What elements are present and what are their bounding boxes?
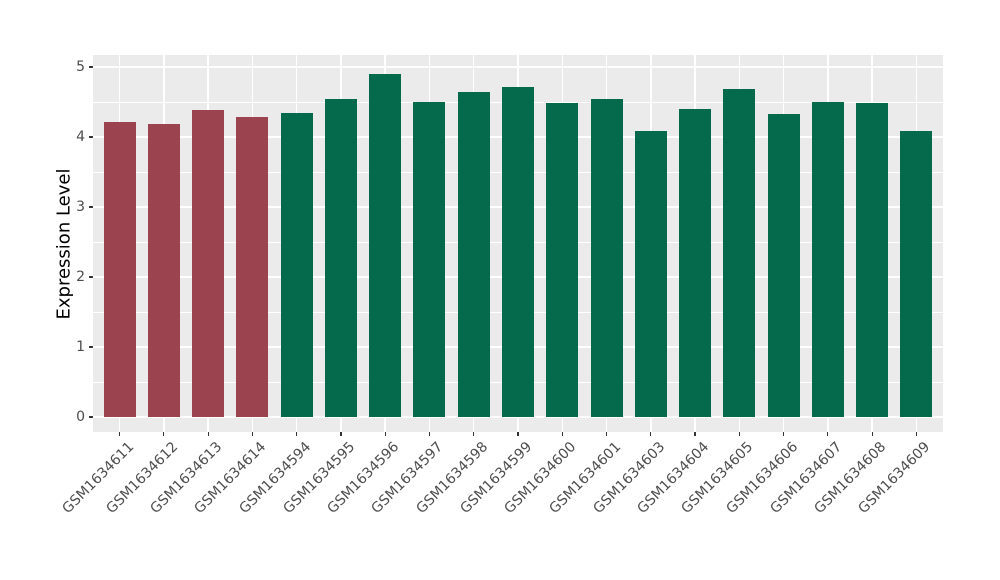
y-tick (89, 136, 93, 138)
x-tick (694, 432, 696, 436)
bar (369, 74, 402, 417)
x-tick (340, 432, 342, 436)
bar (457, 91, 490, 417)
y-axis-title: Expression Level (53, 168, 75, 320)
bar (502, 87, 534, 417)
y-tick-label: 3 (76, 198, 85, 215)
x-tick (428, 432, 431, 436)
bar (900, 131, 933, 417)
x-tick (738, 432, 740, 436)
bar (103, 122, 136, 417)
x-tick (251, 432, 253, 436)
y-tick-label: 5 (76, 58, 85, 75)
bar (546, 102, 579, 417)
y-tick (89, 346, 93, 348)
x-tick (296, 432, 298, 436)
y-tick (89, 66, 93, 68)
bar (723, 88, 756, 417)
x-tick (163, 432, 165, 436)
bar (856, 102, 889, 417)
x-tick (650, 432, 652, 436)
bar (634, 131, 667, 417)
bar (679, 109, 712, 417)
y-tick-label: 1 (76, 338, 85, 355)
x-tick (384, 432, 386, 436)
y-tick-label: 4 (76, 128, 85, 145)
bar (767, 113, 800, 417)
bar (811, 102, 844, 417)
bar (236, 116, 269, 417)
x-tick (783, 432, 785, 436)
bar (192, 110, 225, 417)
y-tick-label: 0 (76, 408, 85, 425)
y-tick (89, 206, 93, 208)
bar (590, 99, 623, 417)
bar (324, 99, 357, 417)
x-tick (118, 432, 121, 436)
x-tick (871, 432, 873, 436)
bar (147, 123, 180, 417)
y-tick (89, 416, 93, 418)
x-tick (827, 432, 829, 436)
y-tick-label: 2 (76, 268, 85, 285)
x-tick (605, 432, 608, 436)
x-tick (915, 432, 918, 436)
bar (280, 113, 313, 417)
y-tick (89, 276, 93, 278)
x-tick (473, 432, 475, 436)
bar (413, 102, 446, 417)
x-tick (561, 432, 563, 436)
x-tick (517, 432, 519, 436)
x-tick (207, 432, 209, 436)
